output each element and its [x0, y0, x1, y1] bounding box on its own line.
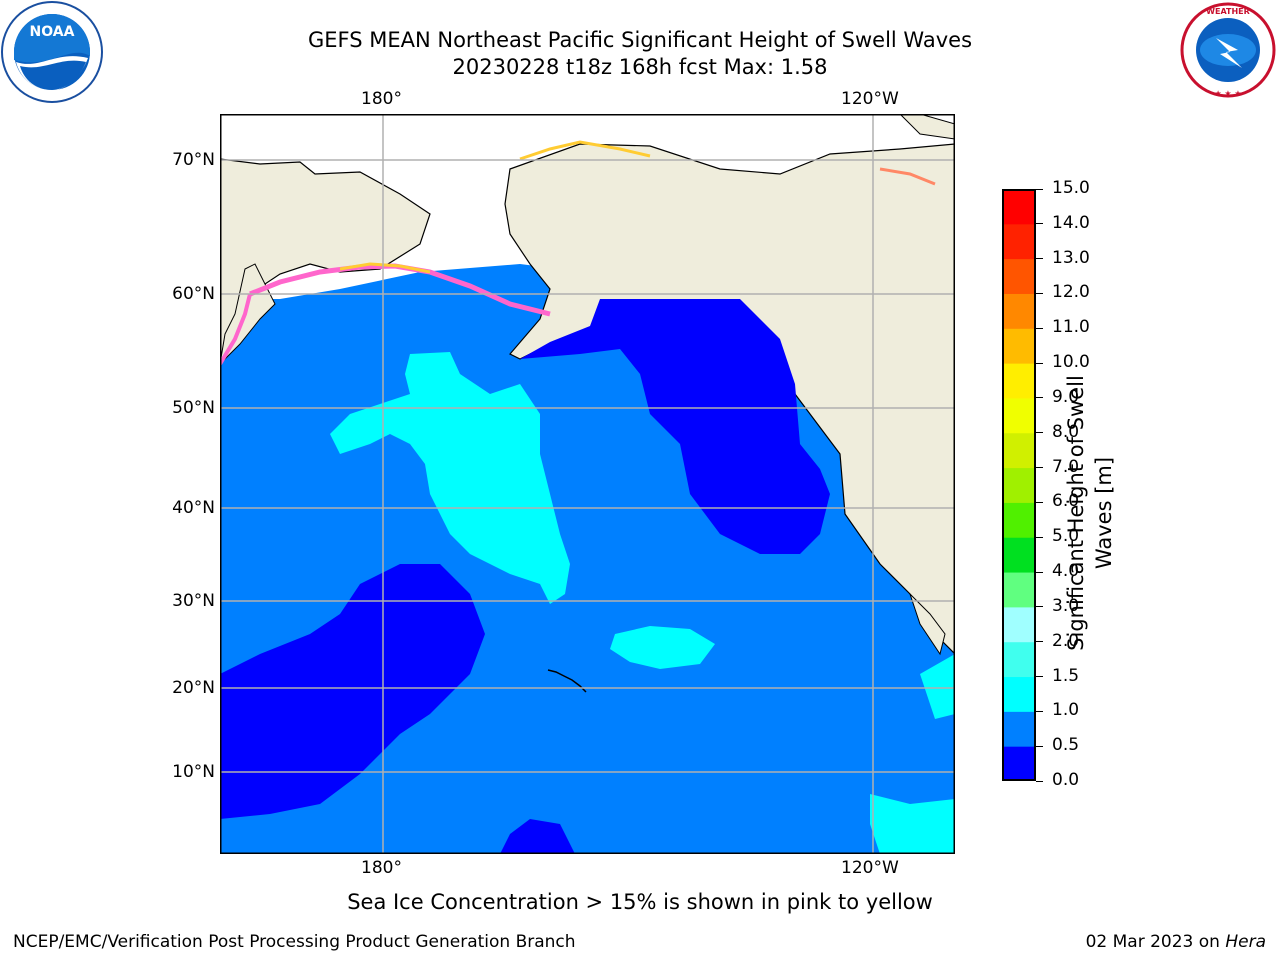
colorbar-tick-label: 7.0: [1052, 456, 1080, 477]
footer-host: Hera: [1225, 932, 1266, 952]
colorbar-tick-label: 12.0: [1052, 282, 1090, 303]
colorbar-tick-label: 11.0: [1052, 317, 1090, 338]
footer-credit: NCEP/EMC/Verification Post Processing Pr…: [13, 932, 576, 952]
colorbar-title-line2: Waves [m]: [1092, 456, 1116, 570]
colorbar-tick-label: 10.0: [1052, 352, 1090, 373]
colorbar-segment: [1002, 363, 1036, 399]
colorbar-title-line1: Significant Height of Swell: [1064, 375, 1088, 651]
colorbar-segment: [1002, 606, 1036, 643]
colorbar-segment: [1002, 467, 1036, 503]
colorbar-tick-label: 2.0: [1052, 630, 1080, 651]
lat-tick-70n: 70°N: [172, 150, 215, 170]
colorbar-tick-mark: [1036, 780, 1043, 782]
colorbar-segment: [1002, 502, 1036, 538]
colorbar-tick-label: 9.0: [1052, 386, 1080, 407]
colorbar-tick-label: 14.0: [1052, 212, 1090, 233]
sea-ice-note: Sea Ice Concentration > 15% is shown in …: [347, 890, 933, 914]
colorbar-tick-label: 8.0: [1052, 421, 1080, 442]
colorbar-segment: [1002, 676, 1036, 712]
colorbar-segment: [1002, 189, 1036, 225]
colorbar-tick-label: 0.5: [1052, 735, 1080, 756]
colorbar-title: Significant Height of Swell Waves [m]: [1062, 283, 1118, 743]
colorbar-tick-mark: [1036, 292, 1043, 294]
colorbar-segment: [1002, 258, 1036, 294]
colorbar-tick-mark: [1036, 606, 1043, 608]
colorbar-segment: [1002, 537, 1036, 573]
colorbar-segment: [1002, 293, 1036, 329]
svg-text:NOAA: NOAA: [30, 24, 75, 40]
colorbar-tick-mark: [1036, 467, 1043, 469]
colorbar-tick-mark: [1036, 223, 1043, 225]
colorbar-tick-label: 3.0: [1052, 595, 1080, 616]
lon-tick-top-120w: 120°W: [841, 89, 899, 109]
colorbar-tick-mark: [1036, 710, 1043, 712]
lat-tick-10n: 10°N: [172, 762, 215, 782]
colorbar-segment: [1002, 746, 1036, 782]
lat-tick-50n: 50°N: [172, 398, 215, 418]
colorbar-tick-mark: [1036, 571, 1043, 573]
lat-tick-60n: 60°N: [172, 284, 215, 304]
colorbar-tick-mark: [1036, 745, 1043, 747]
colorbar-segment: [1002, 711, 1036, 747]
colorbar-tick-mark: [1036, 397, 1043, 399]
colorbar-segment: [1002, 572, 1036, 608]
national-weather-service-logo: WEATHER ★ ★ ★: [1176, 0, 1280, 100]
colorbar-tick-mark: [1036, 536, 1043, 538]
colorbar-tick-label: 4.0: [1052, 561, 1080, 582]
footer-date-text: 02 Mar 2023 on: [1085, 932, 1226, 952]
svg-text:WEATHER: WEATHER: [1206, 7, 1250, 16]
noaa-logo: NOAA: [0, 0, 104, 104]
colorbar-segment: [1002, 641, 1036, 678]
chart-title-line2: 20230228 t18z 168h fcst Max: 1.58: [452, 55, 828, 79]
lon-tick-top-180: 180°: [361, 89, 402, 109]
colorbar-segment: [1002, 328, 1036, 364]
colorbar-tick-mark: [1036, 258, 1043, 260]
svg-text:★ ★ ★: ★ ★ ★: [1214, 89, 1241, 98]
map-panel: [218, 113, 956, 854]
colorbar-tick-mark: [1036, 676, 1043, 678]
colorbar-tick-mark: [1036, 327, 1043, 329]
colorbar-segment: [1002, 432, 1036, 469]
colorbar-segment: [1002, 397, 1036, 434]
lat-tick-20n: 20°N: [172, 678, 215, 698]
chart-title-line1: GEFS MEAN Northeast Pacific Significant …: [307, 28, 973, 52]
colorbar-tick-label: 13.0: [1052, 247, 1090, 268]
colorbar-tick-mark: [1036, 432, 1043, 434]
colorbar: [1002, 189, 1036, 782]
colorbar-segment: [1002, 223, 1036, 260]
footer-date: 02 Mar 2023 on Hera: [1086, 932, 1266, 952]
colorbar-tick-mark: [1036, 641, 1043, 643]
lon-tick-bottom-120w: 120°W: [841, 858, 899, 878]
lat-tick-40n: 40°N: [172, 498, 215, 518]
colorbar-tick-label: 5.0: [1052, 526, 1080, 547]
colorbar-tick-label: 1.0: [1052, 700, 1080, 721]
colorbar-tick-label: 1.5: [1052, 665, 1080, 686]
lon-tick-bottom-180: 180°: [361, 858, 402, 878]
lat-tick-30n: 30°N: [172, 591, 215, 611]
colorbar-tick-label: 0.0: [1052, 770, 1080, 790]
colorbar-tick-mark: [1036, 362, 1043, 364]
colorbar-tick-mark: [1036, 501, 1043, 503]
colorbar-tick-mark: [1036, 188, 1043, 190]
colorbar-tick-label: 15.0: [1052, 178, 1090, 198]
colorbar-tick-label: 6.0: [1052, 491, 1080, 512]
